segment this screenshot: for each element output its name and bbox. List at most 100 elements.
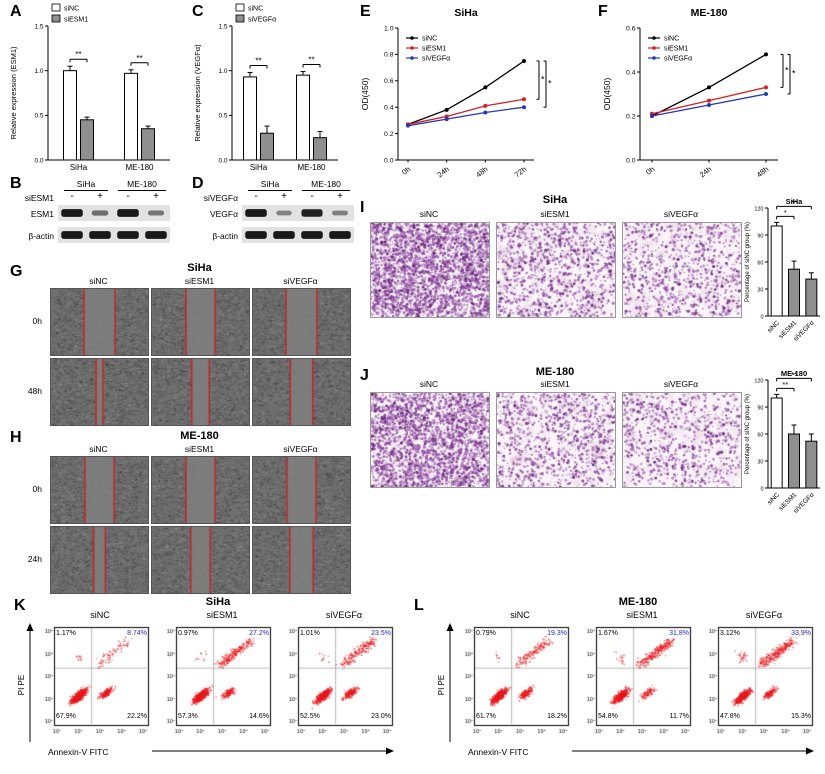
transwell-col-label: siESM1 xyxy=(540,379,570,389)
y-tick-label: 1.5 xyxy=(218,23,227,30)
flow-x-axis-label: Annexin-V FITC xyxy=(468,747,528,757)
flow-y-axis-label: PI PE xyxy=(437,675,446,695)
sig-label: ** xyxy=(791,370,797,379)
chart-body: 0.0 0.5 1.0 1.5 Relative expression (ESM1) Si… xyxy=(9,3,170,172)
wound-image xyxy=(151,526,250,594)
blot-row-label: ESM1 xyxy=(30,209,54,219)
y-tick-label: 120 xyxy=(754,206,763,212)
y-axis-label: OD(450) xyxy=(602,78,612,111)
panel-f-line-chart: 0.0 0.2 0.4 0.6 OD(450) ME-180 0h 24h 48h siNC siE… xyxy=(602,7,796,179)
wound-image xyxy=(50,526,149,594)
flow-x-axis: Annexin-V FITC xyxy=(468,747,814,757)
y-tick-label: 0.6 xyxy=(626,25,636,32)
quadrant-ur-percentage: 33,9% xyxy=(791,630,811,637)
panel-b: B SiHa ME-180 siESM1 - + - + ESM1 β-acti… xyxy=(6,176,182,260)
legend-label: siNC xyxy=(248,6,263,13)
chart-body: 0.0 0.2 0.4 0.6 0.8 1.0 OD(450) SiHa 0h 24h 48h 72h… xyxy=(360,7,552,179)
sig-label: * xyxy=(792,69,796,79)
wound-row-label: 0h xyxy=(32,316,42,326)
lane-label: - xyxy=(70,191,74,202)
wound-col-label: siNC xyxy=(89,276,108,286)
transwell-col-label: siVEGFα xyxy=(663,209,699,219)
protein-band xyxy=(301,209,323,217)
data-point xyxy=(444,107,449,112)
y-tick-label: 1.0 xyxy=(218,68,227,75)
y-tick-label: 0.0 xyxy=(34,157,43,164)
data-point xyxy=(483,85,488,90)
flow-scatter-canvas xyxy=(704,623,816,741)
data-point xyxy=(483,110,488,115)
lane-label: + xyxy=(337,191,343,202)
legend-marker xyxy=(410,56,414,60)
protein-band xyxy=(245,209,267,217)
flow-scatter-canvas xyxy=(40,623,152,741)
flow-y-axis: PI PE xyxy=(437,623,454,742)
panel-k-letter: K xyxy=(14,597,26,614)
legend-marker xyxy=(410,46,414,50)
transwell-image xyxy=(370,392,490,488)
flow-plot: 0.79% 19.3% 61.7% 18.2% xyxy=(460,623,572,741)
data-point xyxy=(707,98,711,103)
quadrant-lr-percentage: 22.2% xyxy=(127,713,147,720)
transwell-image xyxy=(622,392,742,488)
flow-plot: 1.17% 8.74% 67.9% 22.2% xyxy=(40,623,152,741)
transwell-col-label: siVEGFα xyxy=(663,379,699,389)
y-tick-label: 90 xyxy=(757,405,763,411)
y-tick-label: 0.8 xyxy=(384,52,394,59)
wound-row-label: 48h xyxy=(27,386,42,396)
quadrant-ul-percentage: 0.79% xyxy=(476,630,496,637)
quadrant-ur-percentage: 27.2% xyxy=(249,630,269,637)
y-axis-label: Percentage of siNC group (%) xyxy=(745,394,751,474)
flow-scatter-canvas xyxy=(460,623,572,741)
protein-band xyxy=(273,231,295,239)
cell-line-header: ME-180 xyxy=(302,179,350,191)
data-point xyxy=(707,85,711,90)
arrow-right-icon xyxy=(386,747,394,755)
legend-label: siNC xyxy=(422,36,437,43)
legend-swatch xyxy=(235,14,245,23)
protein-band xyxy=(301,231,323,239)
flow-scatter-canvas xyxy=(284,623,396,741)
protein-band xyxy=(329,231,351,239)
legend-label: siESM1 xyxy=(64,17,88,24)
sig-label: * xyxy=(784,208,787,217)
y-tick-label: 1.0 xyxy=(384,25,394,32)
wound-col-label: siNC xyxy=(89,444,108,454)
arrow-right-icon xyxy=(806,747,814,755)
wound-col-label: siVEGFα xyxy=(283,276,318,286)
y-tick-label: 0.0 xyxy=(384,157,394,164)
cell-line-header: ME-180 xyxy=(118,179,166,191)
legend-label: siNC xyxy=(64,6,79,13)
data-point xyxy=(522,59,526,63)
protein-band xyxy=(89,231,111,239)
panel-l-title: ME-180 xyxy=(618,596,658,608)
flow-y-axis-label: PI PE xyxy=(17,675,26,695)
y-tick-label: 30 xyxy=(757,287,763,293)
data-point xyxy=(764,85,768,90)
bar xyxy=(788,433,800,489)
panel-h: H ME-180 siNC siESM1 siVEGFα 0h 24h xyxy=(6,430,352,596)
panel-e-line-chart: 0.0 0.2 0.4 0.6 0.8 1.0 OD(450) SiHa 0h 24h 48h 72h… xyxy=(360,7,552,179)
y-axis-label: Relative expression (ESM1) xyxy=(9,46,18,139)
y-tick-label: 0.0 xyxy=(218,157,227,164)
flow-y-axis: PI PE xyxy=(17,623,34,742)
y-tick-label: 0 xyxy=(760,486,763,492)
legend-marker xyxy=(652,36,656,40)
blot-strip xyxy=(58,227,170,243)
panel-i-letter: I xyxy=(360,199,365,216)
panel-g-title: SiHa xyxy=(187,262,212,274)
chart-body: 0 30 60 90 120 Percentage of siNC group (%) Si… xyxy=(745,197,820,343)
sig-label: ** xyxy=(136,54,142,63)
treatment-label: siVEGFα xyxy=(203,193,238,203)
sig-label: ** xyxy=(255,56,261,65)
flow-plot-name: siNC xyxy=(90,610,110,620)
legend-swatch xyxy=(235,3,245,12)
legend-swatch xyxy=(51,14,61,23)
blot-row-label: β-actin xyxy=(212,231,238,241)
wound-image xyxy=(252,358,351,426)
y-tick-label: 0.0 xyxy=(626,157,636,164)
chart-title: SiHa xyxy=(786,197,804,206)
data-point xyxy=(522,105,526,110)
y-tick-label: 60 xyxy=(757,260,763,266)
lane-label: + xyxy=(97,191,103,202)
